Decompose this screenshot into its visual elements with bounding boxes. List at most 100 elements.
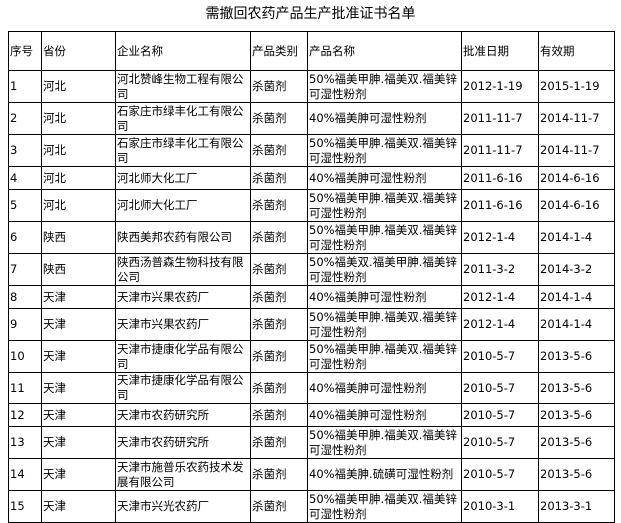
cell-index: 8 [8, 285, 42, 309]
cell-category: 杀菌剂 [250, 189, 308, 222]
cell-expiry-date: 2014-1-4 [538, 285, 615, 309]
cell-category: 杀菌剂 [250, 253, 308, 286]
cell-expiry-date: 2014-6-16 [538, 189, 615, 222]
cell-index: 3 [8, 134, 42, 167]
cell-province: 陕西 [41, 253, 116, 286]
cell-index: 5 [8, 189, 42, 222]
cell-province: 天津 [41, 308, 116, 341]
cell-province: 天津 [41, 403, 116, 427]
cell-category: 杀菌剂 [250, 308, 308, 341]
cell-approval-date: 2010-5-7 [461, 340, 539, 373]
cell-approval-date: 2012-1-4 [461, 308, 539, 341]
certificate-table: 序号 省份 企业名称 产品类别 产品名称 批准日期 有效期 1 河北 河北赞峰生物工程有限公司杀… [8, 31, 615, 523]
cell-index: 4 [8, 166, 42, 190]
cell-expiry-date: 2014-1-4 [538, 221, 615, 254]
cell-expiry-date: 2014-1-4 [538, 308, 615, 341]
cell-expiry-date: 2013-5-6 [538, 372, 615, 404]
table-row: 5 河北 河北师大化工厂 杀菌剂 50%福美甲胂.福美双.福美锌可湿性粉剂 2011-6-… [8, 189, 615, 222]
cell-category: 杀菌剂 [250, 102, 308, 135]
cell-expiry-date: 2014-11-7 [538, 134, 615, 167]
header-index: 序号 [8, 31, 42, 71]
cell-expiry-date: 2015-1-19 [538, 70, 615, 103]
table-row: 1 河北 河北赞峰生物工程有限公司 杀菌剂 50%福美甲胂.福美双.福美锌可湿性粉剂 20… [8, 70, 615, 103]
cell-approval-date: 2011-11-7 [461, 102, 539, 135]
table-row: 9 天津 天津市兴果农药厂 杀菌剂 50%福美甲胂.福美双.福美锌可湿性粉剂 2012-1… [8, 308, 615, 341]
cell-province: 河北 [41, 102, 116, 135]
cell-expiry-date: 2013-3-1 [538, 490, 615, 523]
cell-category: 杀菌剂 [250, 221, 308, 254]
cell-company: 天津市捷康化学品有限公司 [115, 340, 251, 373]
cell-index: 13 [8, 426, 42, 459]
cell-expiry-date: 2013-5-6 [538, 458, 615, 491]
table-row: 3 河北 石家庄市绿丰化工有限公司 杀菌剂 50%福美甲胂.福美双.福美锌可湿性粉剂 20… [8, 134, 615, 167]
cell-index: 6 [8, 221, 42, 254]
cell-province: 河北 [41, 189, 116, 222]
cell-province: 天津 [41, 458, 116, 491]
table-row: 8 天津 天津市兴果农药厂 杀菌剂 40%福美胂可湿性粉剂 2012-1-4 2014-1-… [8, 285, 615, 309]
cell-province: 天津 [41, 285, 116, 309]
table-row: 12 天津 天津市农药研究所 杀菌剂 40%福美胂可湿性粉剂 2010-5-7 2013-5… [8, 403, 615, 427]
cell-index: 10 [8, 340, 42, 373]
cell-product: 40%福美胂可湿性粉剂 [307, 372, 462, 404]
table-row: 4 河北 河北师大化工厂 杀菌剂 40%福美胂可湿性粉剂 2011-6-16 2014-6-… [8, 166, 615, 190]
cell-expiry-date: 2013-5-6 [538, 403, 615, 427]
cell-company: 天津市农药研究所 [115, 426, 251, 459]
table-row: 2 河北 石家庄市绿丰化工有限公司 杀菌剂 40%福美胂可湿性粉剂 2011-11-7 20… [8, 102, 615, 135]
cell-expiry-date: 2014-6-16 [538, 166, 615, 190]
cell-approval-date: 2010-5-7 [461, 458, 539, 491]
cell-province: 天津 [41, 490, 116, 523]
cell-approval-date: 2011-6-16 [461, 166, 539, 190]
cell-company: 陕西汤普森生物科技有限公司 [115, 253, 251, 286]
cell-category: 杀菌剂 [250, 426, 308, 459]
cell-product: 50%福美甲胂.福美双.福美锌可湿性粉剂 [307, 221, 462, 254]
cell-product: 40%福美胂可湿性粉剂 [307, 102, 462, 135]
cell-category: 杀菌剂 [250, 458, 308, 491]
cell-product: 50%福美甲胂.福美双.福美锌可湿性粉剂 [307, 70, 462, 103]
table-row: 15 天津 天津市兴光农药厂 杀菌剂 50%福美甲胂.福美双.福美锌可湿性粉剂 2010-… [8, 490, 615, 523]
cell-approval-date: 2012-1-19 [461, 70, 539, 103]
cell-company: 河北师大化工厂 [115, 166, 251, 190]
cell-product: 40%福美胂可湿性粉剂 [307, 285, 462, 309]
cell-company: 河北赞峰生物工程有限公司 [115, 70, 251, 103]
cell-approval-date: 2012-1-4 [461, 221, 539, 254]
cell-company: 天津市农药研究所 [115, 403, 251, 427]
cell-expiry-date: 2013-5-6 [538, 426, 615, 459]
cell-approval-date: 2010-5-7 [461, 372, 539, 404]
cell-product: 50%福美甲胂.福美双.福美锌可湿性粉剂 [307, 134, 462, 167]
cell-product: 40%福美胂可湿性粉剂 [307, 403, 462, 427]
cell-index: 2 [8, 102, 42, 135]
header-product: 产品名称 [307, 31, 462, 71]
cell-product: 40%福美胂.硫磺可湿性粉剂 [307, 458, 462, 491]
cell-province: 天津 [41, 372, 116, 404]
cell-category: 杀菌剂 [250, 372, 308, 404]
header-company: 企业名称 [115, 31, 251, 71]
cell-product: 50%福美甲胂.福美双.福美锌可湿性粉剂 [307, 189, 462, 222]
document-title: 需撤回农药产品生产批准证书名单 [205, 6, 416, 22]
cell-approval-date: 2011-6-16 [461, 189, 539, 222]
cell-company: 石家庄市绿丰化工有限公司 [115, 102, 251, 135]
table-row: 7 陕西 陕西汤普森生物科技有限公司 杀菌剂 50%福美双.福美甲胂.福美锌可湿性粉剂 2… [8, 253, 615, 286]
cell-province: 河北 [41, 166, 116, 190]
header-province: 省份 [41, 31, 116, 71]
table-row: 10 天津 天津市捷康化学品有限公司 杀菌剂 50%福美甲胂.福美双.福美锌可湿性粉剂 2… [8, 340, 615, 373]
cell-product: 50%福美甲胂.福美双.福美锌可湿性粉剂 [307, 426, 462, 459]
cell-category: 杀菌剂 [250, 340, 308, 373]
cell-province: 河北 [41, 134, 116, 167]
cell-company: 天津市兴果农药厂 [115, 308, 251, 341]
cell-expiry-date: 2013-5-6 [538, 340, 615, 373]
cell-index: 1 [8, 70, 42, 103]
cell-product: 40%福美胂可湿性粉剂 [307, 166, 462, 190]
cell-company: 天津市兴光农药厂 [115, 490, 251, 523]
cell-company: 河北师大化工厂 [115, 189, 251, 222]
cell-province: 天津 [41, 340, 116, 373]
cell-index: 11 [8, 372, 42, 404]
table-row: 14 天津 天津市施普乐农药技术发展有限公司 杀菌剂 40%福美胂.硫磺可湿性粉剂 201… [8, 458, 615, 491]
cell-category: 杀菌剂 [250, 134, 308, 167]
header-category: 产品类别 [250, 31, 308, 71]
cell-category: 杀菌剂 [250, 166, 308, 190]
cell-approval-date: 2012-1-4 [461, 285, 539, 309]
cell-approval-date: 2010-3-1 [461, 490, 539, 523]
header-expiry-date: 有效期 [538, 31, 615, 71]
table-row: 13 天津 天津市农药研究所 杀菌剂 50%福美甲胂.福美双.福美锌可湿性粉剂 2010-… [8, 426, 615, 459]
cell-province: 陕西 [41, 221, 116, 254]
